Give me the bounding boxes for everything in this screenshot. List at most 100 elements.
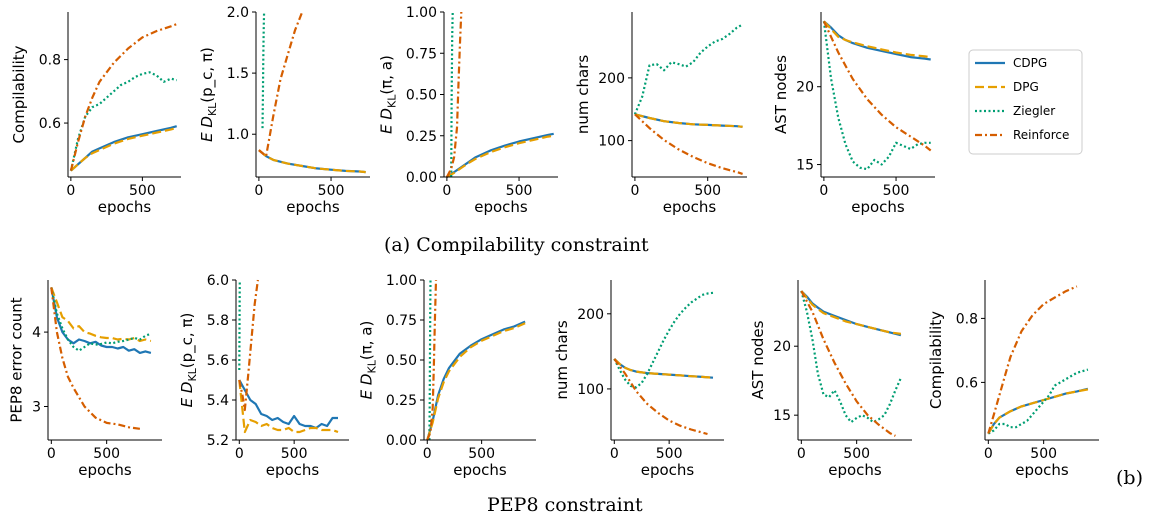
chart-panel-a4: 0 500 100 200 epochs num chars [574, 12, 747, 216]
y-tick-label: 0.00 [386, 433, 417, 449]
series-line-dpg [800, 290, 902, 335]
chart-panel-b3: 0 500 0.00 0.25 0.50 0.75 1.00 epochs E DKL(π, a… [358, 273, 536, 479]
chart-panel-a2: 0 500 1.0 1.5 2.0 epochs E DKL(p_c, π) [198, 5, 370, 216]
chart-panel-b5: 0 500 15 20 epochs AST nodes [749, 280, 912, 479]
y-tick-label: 5.4 [207, 393, 229, 409]
x-tick-label: 500 [656, 446, 683, 462]
legend-label-dpg: DPG [1013, 80, 1039, 94]
series-line-dpg [446, 134, 554, 178]
y-tick-label: 5.2 [207, 433, 229, 449]
chart-panel-b1: 0 500 3 4 epochs PEP8 error count [7, 280, 162, 479]
x-tick-label: 0 [235, 446, 244, 462]
series-line-reinforce [445, 11, 463, 178]
series-line-dpg [634, 113, 743, 128]
series-line-dpg [613, 358, 714, 379]
series-line-ziegler [50, 287, 152, 352]
x-axis-label: epochs [828, 461, 882, 479]
legend-label-cdpg: CDPG [1013, 56, 1047, 70]
y-tick-label: 20 [773, 339, 791, 355]
x-tick-label: 0 [254, 183, 263, 199]
series-line-ziegler [450, 11, 454, 178]
x-axis-label: epochs [286, 198, 340, 216]
y-tick-label: 6.0 [207, 273, 229, 289]
y-axis-label: E DKL(π, a) [378, 55, 399, 134]
y-tick-label: 0.8 [39, 53, 61, 69]
chart-panel-b4: 0 500 100 200 epochs num chars [553, 280, 724, 479]
y-tick-label: 0.00 [406, 170, 437, 186]
y-tick-label: 200 [598, 71, 625, 87]
y-tick-label: 15 [773, 408, 791, 424]
x-tick-label: 500 [506, 183, 533, 199]
x-axis-label: epochs [98, 198, 152, 216]
series-line-reinforce [238, 279, 259, 412]
x-tick-label: 500 [694, 183, 721, 199]
series-line-ziegler [428, 279, 432, 441]
x-tick-label: 0 [66, 183, 75, 199]
y-tick-label: 100 [598, 134, 625, 150]
series-line-reinforce [50, 287, 141, 430]
y-tick-label: 1.00 [406, 5, 437, 21]
series-line-dpg [70, 126, 177, 172]
series-line-ziegler [633, 23, 744, 115]
series-line-ziegler [238, 279, 241, 371]
y-tick-label: 0.50 [406, 88, 437, 104]
y-axis-label: AST nodes [772, 55, 790, 134]
x-axis-label: epochs [78, 461, 132, 479]
y-tick-label: 3 [32, 400, 41, 416]
y-tick-label: 0.8 [956, 311, 978, 327]
y-axis-label: Compilability [927, 311, 945, 409]
caption-b-marker: (b) [1116, 467, 1143, 489]
series-line-dpg [823, 20, 931, 59]
x-tick-label: 0 [819, 183, 828, 199]
series-line-reinforce [613, 358, 708, 436]
x-axis-label: epochs [851, 198, 905, 216]
series-line-cdpg [987, 387, 1089, 435]
x-tick-label: 0 [423, 446, 432, 462]
y-tick-label: 5.6 [207, 353, 229, 369]
y-tick-label: 0.75 [406, 46, 437, 62]
series-line-cdpg [446, 132, 554, 178]
chart-panel-a3: 0 500 0.00 0.25 0.50 0.75 1.00 epochs E DKL(π, a… [378, 5, 558, 216]
series-line-reinforce [634, 113, 743, 175]
y-tick-label: 0.25 [406, 129, 437, 145]
series-line-dpg [426, 322, 526, 441]
x-tick-label: 0 [984, 446, 993, 462]
series-line-cdpg [238, 379, 338, 430]
series-line-ziegler [987, 368, 1089, 435]
x-tick-label: 500 [883, 183, 910, 199]
series-line-ziegler [800, 290, 902, 424]
chart-panel-b2: 0 500 5.2 5.4 5.6 5.8 6.0 epochs E DKL(p_c, π) [178, 273, 349, 479]
x-axis-label: epochs [641, 461, 695, 479]
series-line-dpg [238, 379, 339, 434]
y-axis-label: PEP8 error count [7, 297, 25, 422]
x-tick-label: 500 [281, 446, 308, 462]
series-line-ziegler [261, 11, 266, 129]
legend-label-ziegler: Ziegler [1013, 104, 1055, 118]
caption-a: (a) Compilability constraint [384, 234, 649, 256]
x-tick-label: 500 [318, 183, 345, 199]
x-tick-label: 500 [129, 183, 156, 199]
y-tick-label: 15 [796, 158, 814, 174]
y-tick-label: 1.0 [227, 127, 249, 143]
x-tick-label: 500 [93, 446, 120, 462]
series-line-dpg [50, 287, 152, 343]
x-tick-label: 0 [47, 446, 56, 462]
legend-label-reinforce: Reinforce [1013, 128, 1069, 142]
x-tick-label: 0 [630, 183, 639, 199]
series-line-dpg [987, 388, 1089, 435]
series-line-cdpg [800, 290, 902, 337]
chart-panel-b6: 0 500 0.6 0.8 epochs Compilability [927, 280, 1099, 479]
series-line-reinforce [258, 11, 304, 158]
y-tick-label: 0.6 [956, 375, 978, 391]
series-line-reinforce [822, 20, 932, 152]
y-tick-label: 4 [32, 325, 41, 341]
x-tick-label: 500 [468, 446, 495, 462]
series-line-ziegler [69, 71, 177, 171]
y-axis-label: Compilability [10, 45, 28, 143]
caption-b: PEP8 constraint [487, 494, 643, 516]
x-axis-label: epochs [453, 461, 507, 479]
x-axis-label: epochs [1015, 461, 1069, 479]
x-axis-label: epochs [266, 461, 320, 479]
y-tick-label: 0.6 [39, 116, 61, 132]
